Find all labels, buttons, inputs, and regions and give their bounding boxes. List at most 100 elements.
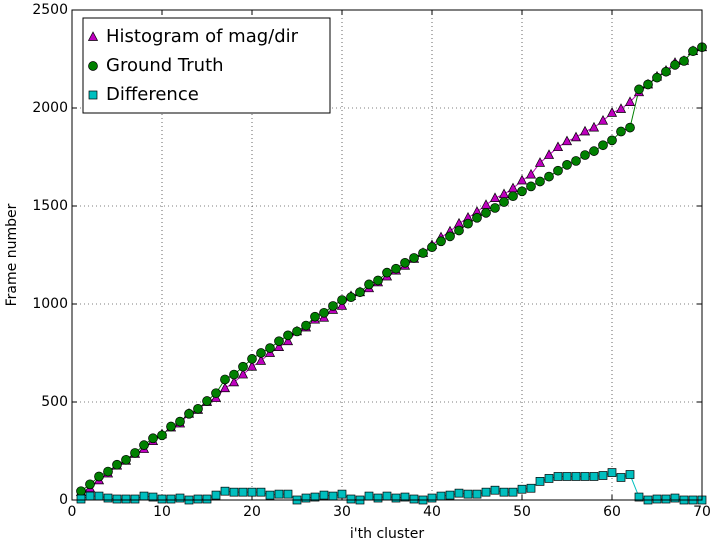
marker	[211, 388, 221, 399]
marker	[570, 131, 582, 142]
x-axis-label: i'th cluster	[350, 526, 424, 542]
legend-box	[82, 17, 331, 114]
marker	[454, 225, 464, 236]
marker	[274, 336, 284, 347]
x-tick-label: 60	[603, 504, 621, 520]
marker	[364, 491, 374, 501]
marker	[643, 79, 653, 90]
marker	[157, 430, 167, 441]
marker	[247, 487, 257, 497]
y-tick-label: 2500	[32, 2, 68, 18]
marker	[157, 494, 167, 504]
marker	[454, 488, 464, 498]
marker	[445, 490, 455, 500]
marker	[508, 191, 518, 202]
marker	[76, 486, 86, 497]
marker	[552, 141, 564, 152]
marker	[580, 472, 590, 481]
marker	[219, 382, 231, 393]
marker	[148, 433, 158, 444]
x-tick-label: 30	[333, 504, 351, 520]
marker	[292, 326, 302, 337]
marker	[544, 474, 554, 483]
marker	[490, 203, 500, 213]
marker	[463, 489, 473, 499]
marker	[607, 468, 617, 477]
marker	[616, 473, 626, 482]
marker	[624, 96, 636, 106]
marker	[193, 404, 203, 414]
marker	[571, 156, 581, 166]
marker	[256, 487, 266, 497]
marker	[418, 248, 428, 258]
marker	[193, 494, 203, 504]
marker	[238, 487, 248, 497]
x-tick-label: 0	[68, 504, 77, 520]
marker	[301, 493, 311, 503]
marker	[112, 494, 122, 504]
marker	[634, 492, 644, 502]
marker	[166, 494, 176, 504]
marker	[391, 263, 401, 274]
marker	[220, 486, 230, 496]
marker	[481, 487, 491, 497]
x-tick-label: 40	[423, 504, 441, 520]
marker	[652, 494, 662, 504]
marker	[526, 483, 536, 493]
marker	[112, 459, 122, 470]
legend: Histogram of mag/dir Ground Truth Differen…	[82, 17, 331, 114]
marker	[436, 236, 446, 247]
plot-frame	[71, 9, 703, 501]
marker	[364, 279, 374, 290]
marker	[328, 491, 338, 501]
marker	[202, 396, 212, 406]
marker	[121, 494, 131, 504]
marker	[336, 300, 348, 310]
marker	[580, 150, 590, 160]
marker	[480, 199, 492, 209]
marker	[237, 368, 249, 379]
marker	[579, 125, 591, 136]
marker	[229, 369, 239, 380]
marker	[273, 341, 285, 351]
marker	[634, 84, 644, 95]
marker	[607, 135, 617, 146]
marker	[409, 494, 419, 504]
x-tick-label: 50	[513, 504, 531, 520]
marker	[543, 149, 555, 159]
marker	[427, 493, 437, 503]
marker	[481, 208, 491, 218]
marker	[670, 60, 680, 70]
marker	[589, 146, 599, 156]
marker	[202, 494, 212, 504]
marker	[472, 212, 482, 223]
x-tick-label: 10	[153, 504, 171, 520]
marker	[211, 490, 221, 500]
marker	[319, 307, 329, 318]
marker	[255, 355, 267, 365]
series-line	[80, 46, 703, 492]
y-tick-label: 0	[59, 492, 68, 508]
marker	[346, 494, 356, 504]
marker	[88, 61, 98, 71]
marker	[301, 320, 311, 331]
marker	[256, 348, 266, 358]
marker	[103, 466, 113, 477]
marker	[175, 493, 185, 503]
marker	[373, 275, 383, 286]
marker	[274, 489, 284, 499]
marker	[615, 103, 627, 113]
marker	[228, 376, 240, 387]
y-tick-label: 2000	[32, 100, 68, 116]
legend-label: Difference	[106, 84, 199, 105]
marker	[498, 188, 510, 199]
y-tick-label: 1500	[32, 198, 68, 214]
y-tick-label: 500	[41, 394, 68, 410]
x-tick-label: 70	[693, 504, 711, 520]
marker	[139, 491, 149, 501]
marker	[400, 257, 410, 268]
marker	[373, 493, 383, 503]
marker	[526, 181, 536, 192]
